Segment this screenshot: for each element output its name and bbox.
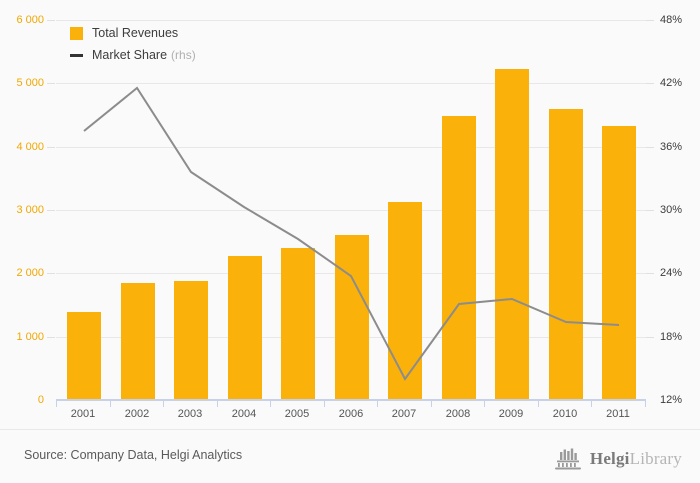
gridline-6000 (56, 20, 646, 21)
x-tickmark-8 (484, 400, 485, 407)
bar-2008[interactable] (442, 116, 476, 400)
market-share-line (83, 86, 620, 381)
legend: Total Revenues Market Share (rhs) (70, 22, 196, 66)
right-tickmark-48 (646, 20, 654, 21)
footer-divider (0, 429, 700, 430)
x-label-2010: 2010 (552, 408, 578, 420)
x-label-2008: 2008 (445, 408, 471, 420)
right-tick-36: 36% (660, 141, 683, 153)
bar-2003[interactable] (174, 281, 208, 400)
plot-area (56, 20, 646, 400)
right-tickmark-24 (646, 273, 654, 274)
right-tick-12: 12% (660, 394, 683, 406)
brand-secondary: Library (629, 449, 682, 468)
right-tickmark-30 (646, 210, 654, 211)
x-tickmark-10 (591, 400, 592, 407)
left-tick-4000: 4 000 (16, 141, 44, 153)
right-tickmark-18 (646, 337, 654, 338)
bar-2002[interactable] (121, 283, 155, 400)
left-tickmark-2000 (47, 273, 55, 274)
gridline-4000 (56, 147, 646, 148)
x-label-2001: 2001 (70, 408, 96, 420)
left-tickmark-3000 (47, 210, 55, 211)
x-label-2009: 2009 (498, 408, 524, 420)
legend-suffix-rhs: (rhs) (171, 48, 196, 62)
bar-2009[interactable] (495, 69, 529, 400)
x-label-2005: 2005 (284, 408, 310, 420)
bar-2007[interactable] (388, 202, 422, 400)
right-tick-18: 18% (660, 331, 683, 343)
left-tick-1000: 1 000 (16, 331, 44, 343)
legend-square-swatch-icon (70, 26, 83, 40)
legend-label-total-revenues: Total Revenues (92, 26, 179, 40)
x-label-2004: 2004 (231, 408, 257, 420)
market-share-polyline (83, 86, 620, 381)
legend-label-market-share: Market Share (92, 48, 168, 62)
left-tick-5000: 5 000 (16, 77, 44, 89)
right-tick-42: 42% (660, 77, 683, 89)
left-tick-0: 0 (37, 394, 44, 406)
left-tick-2000: 2 000 (16, 267, 44, 279)
right-tickmark-42 (646, 83, 654, 84)
source-note: Source: Company Data, Helgi Analytics (24, 448, 243, 462)
x-tickmark-7 (431, 400, 432, 407)
x-tickmark-1 (110, 400, 111, 407)
gridline-5000 (56, 83, 646, 84)
x-tickmark-9 (538, 400, 539, 407)
left-tickmark-5000 (47, 83, 55, 84)
x-axis (56, 400, 646, 401)
left-tickmark-6000 (47, 20, 55, 21)
x-label-2007: 2007 (391, 408, 417, 420)
x-tickmark-3 (217, 400, 218, 407)
left-tick-6000: 6 000 (16, 14, 44, 26)
x-label-2003: 2003 (177, 408, 203, 420)
bar-2004[interactable] (228, 256, 262, 400)
x-label-2002: 2002 (124, 408, 150, 420)
left-tick-3000: 3 000 (16, 204, 44, 216)
right-tick-24: 24% (660, 267, 683, 279)
left-tickmark-1000 (47, 337, 55, 338)
x-tickmark-2 (163, 400, 164, 407)
left-tickmark-4000 (47, 147, 55, 148)
x-tickmark-5 (324, 400, 325, 407)
bar-2010[interactable] (549, 109, 583, 400)
bar-2005[interactable] (281, 248, 315, 400)
legend-item-total-revenues[interactable]: Total Revenues (70, 22, 196, 44)
brand-primary: Helgi (589, 449, 630, 468)
x-label-2006: 2006 (338, 408, 364, 420)
bar-2011[interactable] (602, 126, 636, 400)
bar-2001[interactable] (67, 312, 101, 400)
right-tick-30: 30% (660, 204, 683, 216)
x-tickmark-4 (270, 400, 271, 407)
x-tickmark-0 (56, 400, 57, 407)
brand-logo[interactable]: HelgiLibrary (553, 448, 682, 470)
library-building-icon (554, 448, 581, 470)
legend-line-swatch-icon (70, 53, 83, 57)
x-tickmark-6 (377, 400, 378, 407)
right-tickmark-36 (646, 147, 654, 148)
gridline-3000 (56, 210, 646, 211)
right-tick-48: 48% (660, 14, 683, 26)
x-label-2011: 2011 (606, 408, 630, 420)
plot-baseline (56, 399, 646, 400)
bar-2006[interactable] (335, 235, 369, 400)
x-tickmark-11 (645, 400, 646, 407)
legend-item-market-share[interactable]: Market Share (rhs) (70, 44, 196, 66)
brand-wordmark: HelgiLibrary (590, 449, 682, 469)
